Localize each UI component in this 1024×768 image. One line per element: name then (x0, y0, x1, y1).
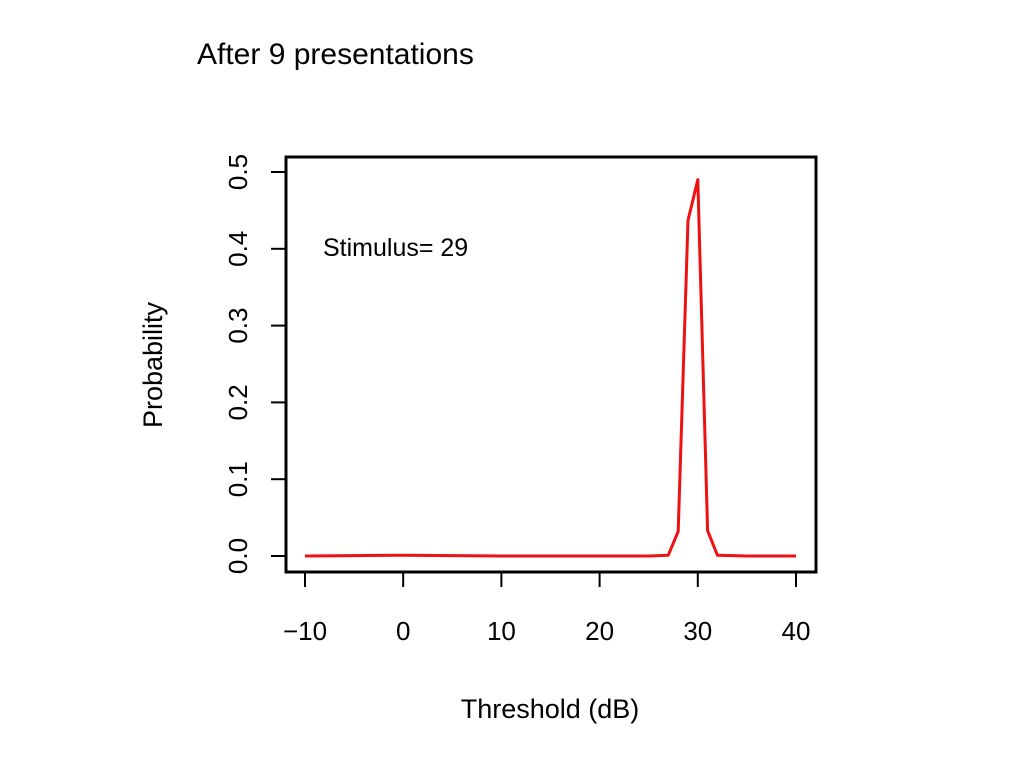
stimulus-annotation: Stimulus= 29 (323, 234, 468, 262)
y-tick-label: 0.3 (223, 308, 253, 344)
slide-title: After 9 presentations (197, 38, 474, 71)
y-tick-label: 0.5 (223, 154, 253, 190)
x-tick-label: 0 (396, 616, 410, 646)
y-tick-label: 0.0 (223, 538, 253, 574)
x-tick-label: 40 (782, 616, 811, 646)
y-axis-title: Probability (138, 301, 168, 428)
plot-frame (284, 155, 818, 574)
x-axis-title: Threshold (dB) (461, 694, 640, 724)
probability-series-line (304, 178, 796, 558)
x-tick-label: 30 (683, 616, 712, 646)
x-axis: −10 0 10 20 30 40 (283, 572, 811, 646)
y-tick-label: 0.4 (223, 231, 253, 267)
y-tick-label: 0.1 (223, 461, 253, 497)
x-tick-label: 10 (487, 616, 516, 646)
x-tick-label: −10 (283, 616, 327, 646)
series-layer (304, 178, 796, 558)
y-axis: 0.0 0.1 0.2 0.3 0.4 0.5 (223, 154, 286, 574)
y-tick-label: 0.2 (223, 384, 253, 420)
x-tick-label: 20 (585, 616, 614, 646)
